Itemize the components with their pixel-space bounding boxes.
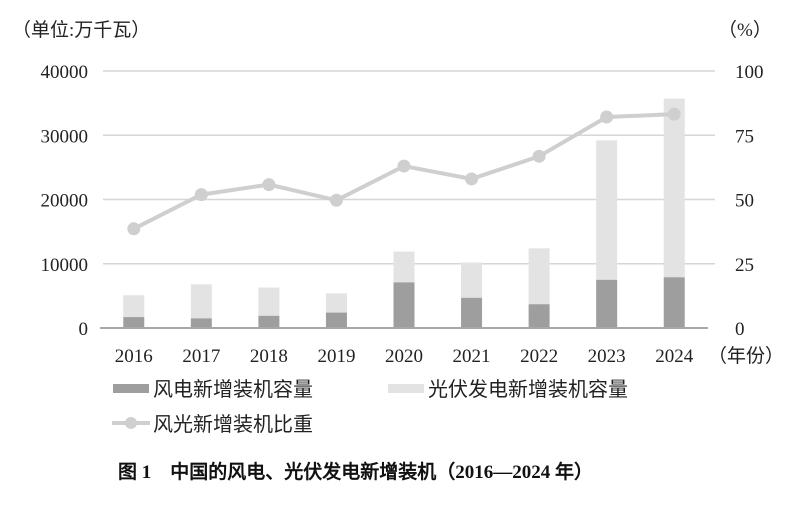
legend-label-wind: 风电新增装机容量	[153, 378, 313, 401]
bar-solar-2022	[528, 248, 550, 305]
bar-wind-2017	[190, 318, 212, 328]
right-axis-ticks: 0 25 50 75 100	[735, 62, 764, 340]
bar-wind-2021	[461, 297, 483, 328]
bar-solar-2017	[190, 284, 212, 319]
right-tick-label: 75	[735, 126, 754, 147]
x-tick-label: 2019	[317, 346, 355, 367]
bar-wind-2019	[325, 312, 347, 328]
x-tick-label: 2020	[385, 346, 423, 367]
x-axis-ticks: 2016 2017 2018 2019 2020 2021 2022 2023 2024	[115, 346, 694, 367]
x-axis-label: （年份）	[708, 345, 784, 367]
legend-label-solar: 光伏发电新增装机容量	[428, 378, 628, 401]
chart-caption: 图 1 中国的风电、光伏发电新增装机（2016—2024 年）	[118, 460, 593, 483]
share-point-2017	[194, 188, 208, 202]
bars	[123, 98, 685, 328]
x-tick-label: 2021	[453, 346, 491, 367]
x-tick-label: 2016	[115, 346, 153, 367]
x-tick-label: 2023	[588, 346, 626, 367]
bar-wind-2020	[393, 282, 415, 328]
right-tick-label: 0	[735, 319, 745, 340]
share-point-2018	[262, 178, 276, 192]
left-axis-unit: （单位:万千瓦）	[12, 19, 150, 41]
bar-solar-2021	[461, 262, 483, 298]
share-point-2024	[667, 107, 681, 121]
bar-solar-2023	[596, 140, 618, 280]
legend: 风电新增装机容量 光伏发电新增装机容量 风光新增装机比重	[112, 378, 628, 436]
left-axis-ticks: 0 10000 20000 30000 40000	[41, 62, 89, 340]
legend-swatch-solar	[388, 384, 424, 393]
legend-item-wind: 风电新增装机容量	[113, 378, 313, 401]
x-tick-label: 2018	[250, 346, 288, 367]
bar-solar-2019	[325, 293, 347, 313]
bar-wind-2018	[258, 315, 280, 328]
share-point-2023	[600, 110, 614, 124]
right-tick-label: 50	[735, 191, 754, 212]
bar-solar-2016	[123, 295, 145, 318]
right-axis-unit: （%）	[718, 19, 772, 41]
bar-solar-2024	[663, 98, 685, 278]
right-tick-label: 25	[735, 255, 754, 276]
left-tick-label: 20000	[41, 191, 89, 212]
share-line	[127, 107, 681, 236]
share-point-2021	[465, 172, 479, 186]
bar-wind-2016	[123, 317, 145, 328]
bar-wind-2024	[663, 277, 685, 328]
x-tick-label: 2017	[182, 346, 220, 367]
bar-solar-2018	[258, 287, 280, 316]
bar-solar-2020	[393, 251, 415, 283]
bar-wind-2023	[596, 279, 618, 328]
legend-label-share: 风光新增装机比重	[153, 413, 313, 436]
bar-wind-2022	[528, 304, 550, 328]
left-tick-label: 0	[79, 319, 89, 340]
share-point-2020	[397, 159, 411, 173]
right-tick-label: 100	[735, 62, 764, 83]
share-point-2019	[329, 193, 343, 207]
legend-item-share: 风光新增装机比重	[112, 413, 313, 436]
share-point-2016	[127, 222, 141, 236]
share-point-2022	[532, 149, 546, 163]
legend-item-solar: 光伏发电新增装机容量	[388, 378, 628, 401]
legend-swatch-wind	[113, 384, 149, 393]
left-tick-label: 10000	[41, 255, 89, 276]
left-tick-label: 30000	[41, 126, 89, 147]
x-tick-label: 2024	[655, 346, 694, 367]
left-tick-label: 40000	[41, 62, 89, 83]
x-tick-label: 2022	[520, 346, 558, 367]
legend-swatch-share-marker	[125, 417, 137, 429]
